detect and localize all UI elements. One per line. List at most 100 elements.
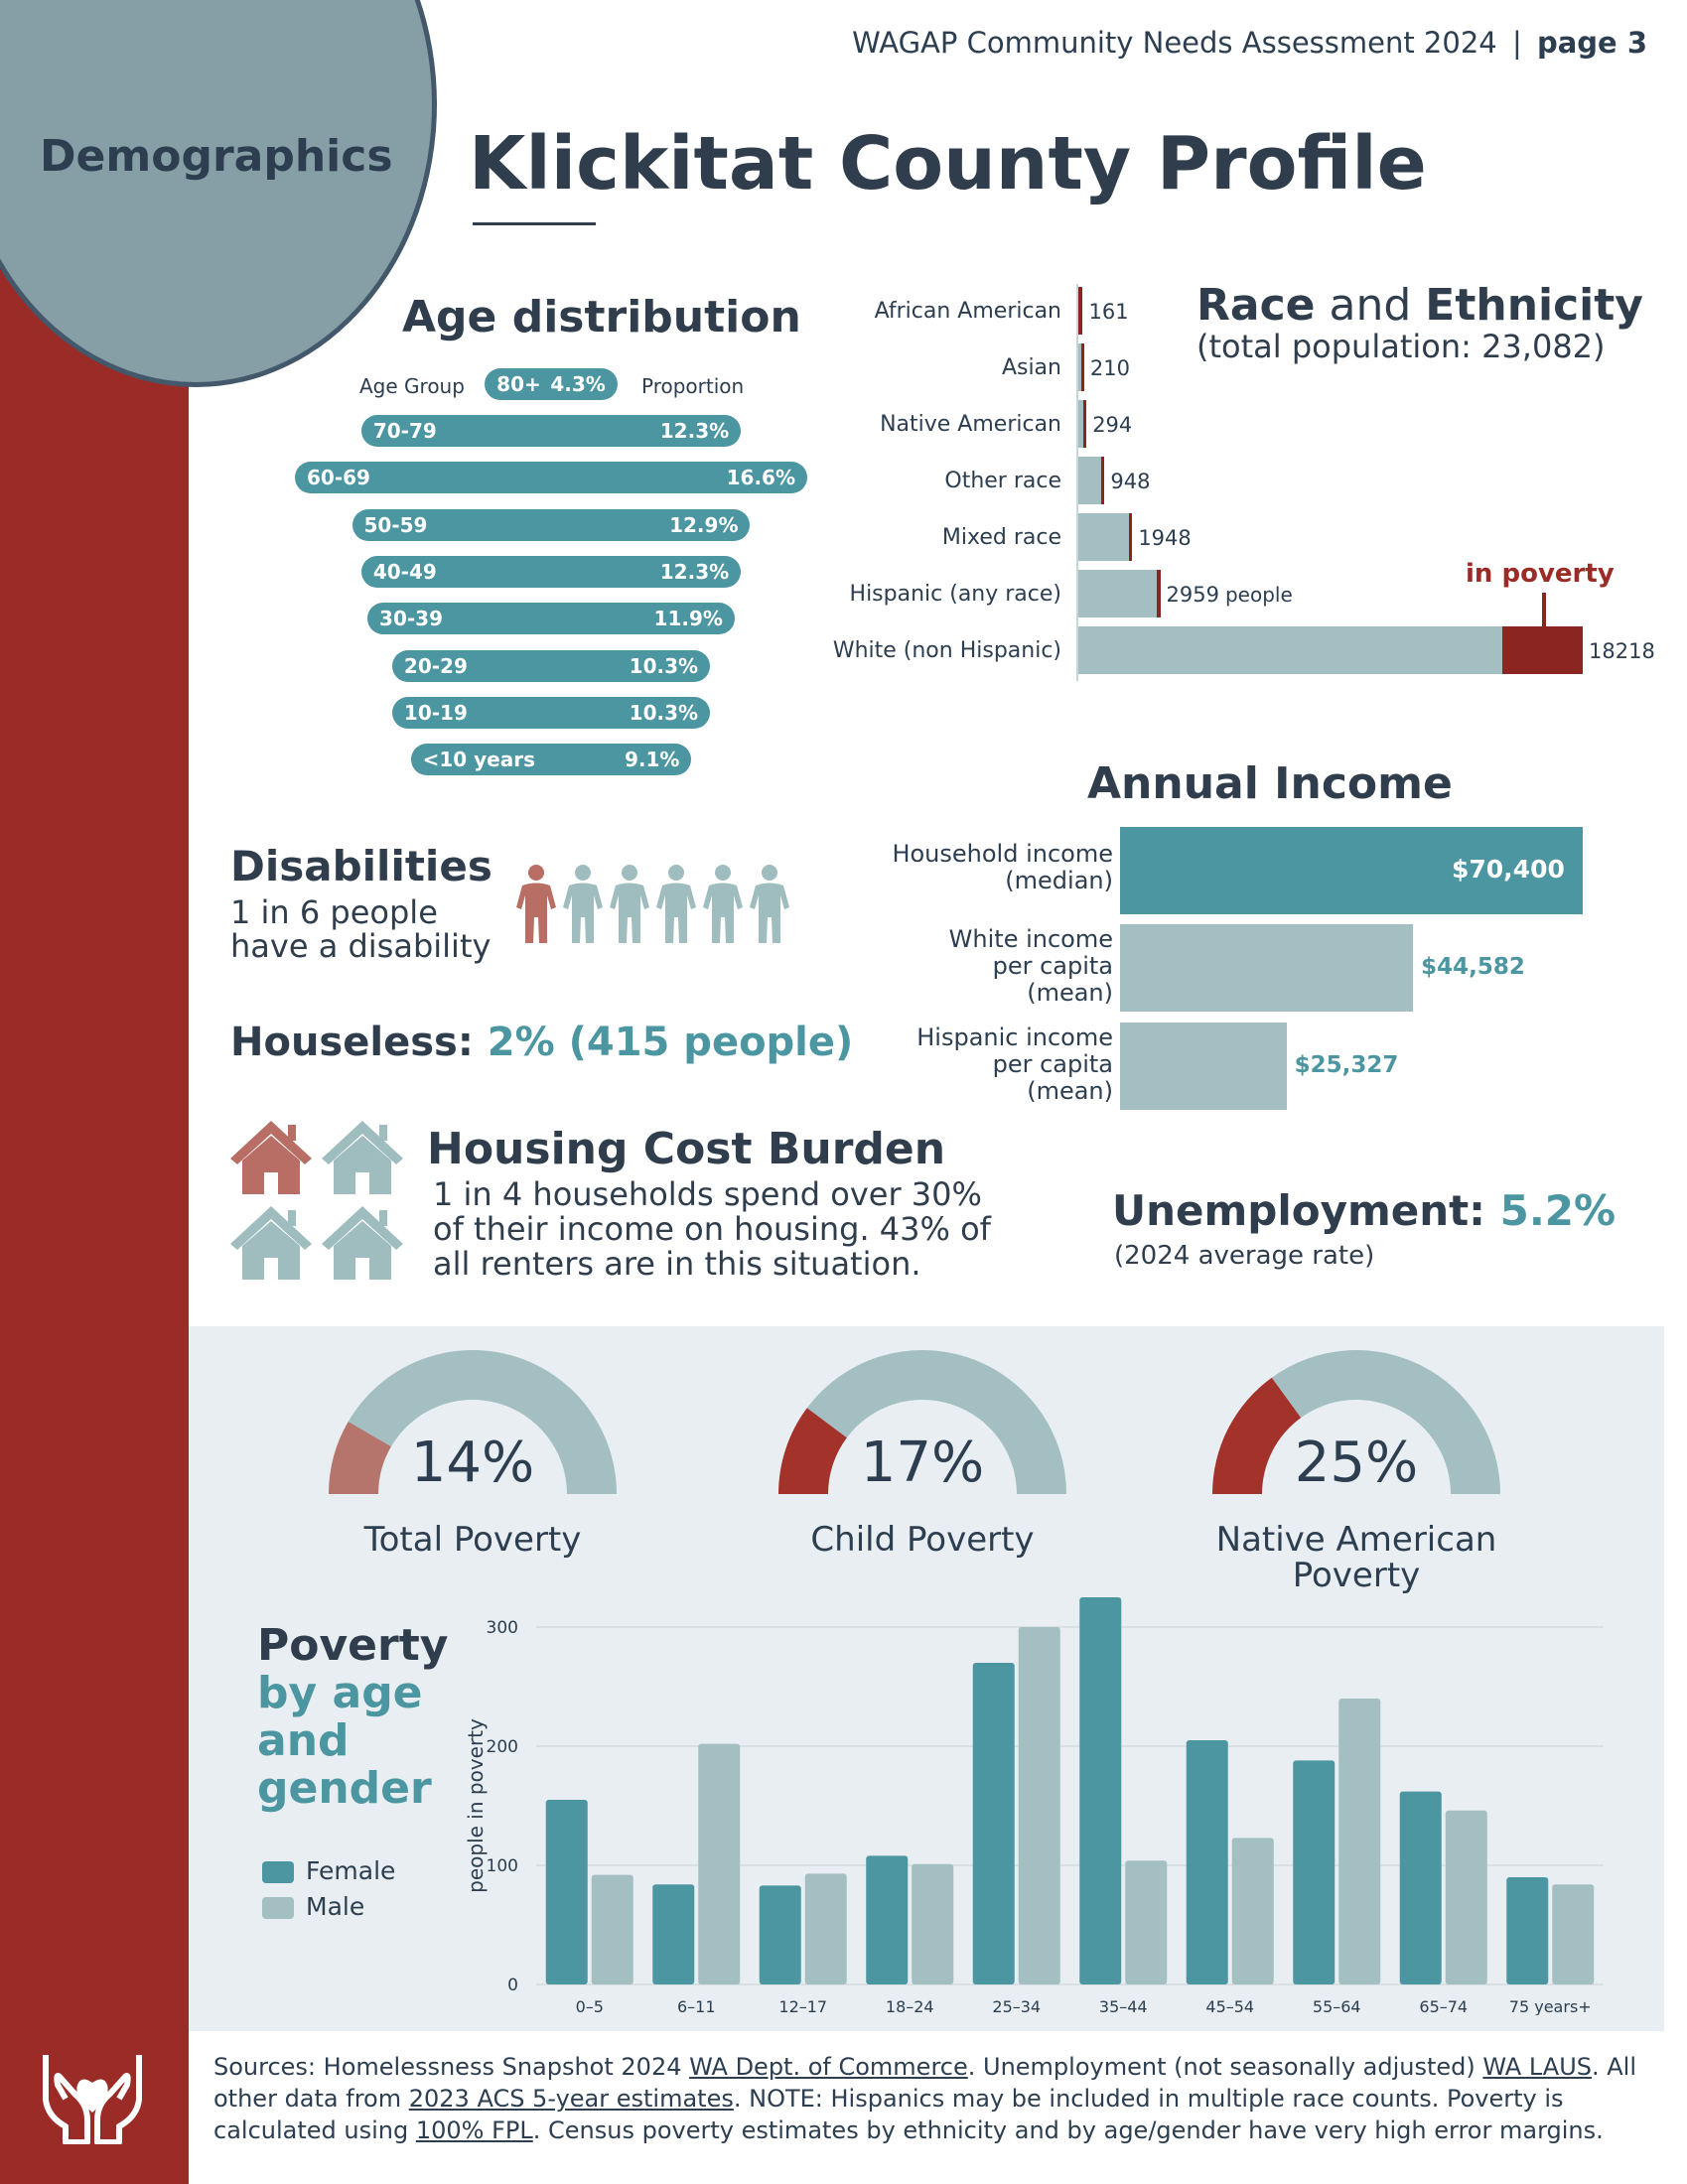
race-value: 210 bbox=[1090, 356, 1130, 380]
bar-female bbox=[1079, 1597, 1122, 1984]
in-poverty-label: in poverty bbox=[1466, 559, 1615, 589]
bar-male bbox=[804, 1873, 847, 1984]
sources-footnote: Sources: Homelessness Snapshot 2024 WA D… bbox=[213, 2051, 1643, 2146]
unemployment-stat: Unemployment: 5.2% bbox=[1112, 1186, 1616, 1235]
house-icon bbox=[320, 1117, 405, 1200]
y-tick-label: 200 bbox=[487, 1737, 518, 1757]
race-poverty-bar bbox=[1157, 570, 1161, 617]
age-group-label: 30-39 bbox=[379, 607, 444, 631]
race-label: Mixed race bbox=[941, 525, 1061, 550]
bar-female bbox=[1293, 1760, 1336, 1984]
age-pill: 60-69 16.6% bbox=[295, 462, 807, 494]
x-tick-label: 25–34 bbox=[992, 1997, 1041, 2015]
age-col-proportion: Proportion bbox=[641, 374, 745, 398]
income-label-line: (median) bbox=[1005, 867, 1113, 894]
bar-male bbox=[912, 1863, 954, 1984]
age-group-label: 50-59 bbox=[363, 512, 428, 537]
unemployment-label: Unemployment: bbox=[1112, 1186, 1485, 1235]
race-value-number: 294 bbox=[1092, 413, 1133, 437]
housing-text: 1 in 4 households spend over 30% of thei… bbox=[433, 1177, 991, 1282]
y-tick-label: 300 bbox=[487, 1618, 518, 1638]
bar-female bbox=[652, 1884, 695, 1984]
race-label: Native American bbox=[880, 412, 1061, 437]
income-label-line: (mean) bbox=[1027, 1077, 1113, 1105]
race-poverty-bar bbox=[1501, 626, 1583, 674]
house-icon bbox=[228, 1202, 314, 1286]
page-header: WAGAP Community Needs Assessment 2024 | … bbox=[852, 26, 1647, 60]
x-tick-label: 18–24 bbox=[886, 1997, 934, 2015]
gauge-track bbox=[806, 1350, 1066, 1494]
bar-male bbox=[591, 1874, 633, 1984]
race-value-number: 210 bbox=[1089, 356, 1130, 380]
age-group-pct: 12.9% bbox=[669, 512, 739, 537]
footnote-text-3: . All other data from bbox=[213, 2053, 1637, 2113]
age-heading: Age distribution bbox=[402, 292, 801, 342]
age-group-pct: 10.3% bbox=[629, 653, 699, 678]
houseless-stat: Houseless: 2% (415 people) bbox=[230, 1020, 853, 1065]
bar-male bbox=[1338, 1699, 1381, 1984]
x-tick-label: 45–54 bbox=[1205, 1997, 1254, 2015]
income-label-line: (mean) bbox=[1027, 979, 1113, 1007]
person-icon bbox=[654, 864, 698, 949]
x-tick-label: 12–17 bbox=[778, 1997, 827, 2015]
hands-heart-icon bbox=[43, 2055, 142, 2144]
income-heading: Annual Income bbox=[1087, 758, 1453, 809]
housing-line-3: all renters are in this situation. bbox=[433, 1245, 921, 1283]
race-bar bbox=[1078, 570, 1161, 617]
disabilities-text: 1 in 6 people have a disability bbox=[230, 895, 491, 963]
header-separator: | bbox=[1511, 26, 1522, 60]
disabilities-line-2: have a disability bbox=[230, 927, 492, 965]
in-poverty-pointer bbox=[1542, 593, 1546, 632]
age-group-label: <10 years bbox=[422, 748, 535, 772]
doc-title: WAGAP Community Needs Assessment 2024 bbox=[852, 26, 1497, 60]
bar-male bbox=[1445, 1810, 1487, 1984]
bar-female bbox=[759, 1885, 801, 1984]
age-group-pct: 11.9% bbox=[653, 607, 723, 631]
age-group-label: 80+ bbox=[496, 372, 541, 396]
gauge-fill bbox=[778, 1408, 847, 1494]
age-group-pct: 9.1% bbox=[624, 748, 680, 772]
bar-male bbox=[1231, 1838, 1274, 1984]
link-acs-estimates[interactable]: 2023 ACS 5-year estimates bbox=[408, 2085, 734, 2113]
race-axis-line bbox=[1076, 284, 1078, 681]
income-value: $44,582 bbox=[1421, 954, 1525, 980]
poverty-age-heading-4: gender bbox=[257, 1763, 432, 1814]
gauge-fill bbox=[1212, 1377, 1302, 1494]
house-icon bbox=[228, 1117, 314, 1200]
race-label: African American bbox=[874, 299, 1061, 324]
link-wa-laus[interactable]: WA LAUS bbox=[1482, 2053, 1592, 2081]
gauge-percent: 17% bbox=[860, 1431, 985, 1495]
race-heading-race: Race bbox=[1196, 280, 1316, 331]
link-fpl[interactable]: 100% FPL bbox=[415, 2116, 533, 2144]
link-wa-commerce[interactable]: WA Dept. of Commerce bbox=[689, 2053, 968, 2081]
bar-male bbox=[698, 1743, 741, 1984]
poverty-age-heading-2: by age bbox=[257, 1668, 423, 1718]
y-tick-label: 0 bbox=[507, 1976, 518, 1995]
age-group-pct: 12.3% bbox=[659, 559, 730, 584]
income-bar bbox=[1120, 827, 1583, 914]
housing-heading: Housing Cost Burden bbox=[427, 1124, 946, 1174]
race-poverty-bar bbox=[1078, 287, 1083, 335]
footnote-text-1: Sources: Homelessness Snapshot 2024 bbox=[213, 2053, 690, 2081]
income-label-line: per capita bbox=[992, 952, 1113, 980]
race-value-number: 161 bbox=[1088, 300, 1129, 324]
income-value: $70,400 bbox=[1452, 855, 1565, 884]
race-label: Hispanic (any race) bbox=[849, 582, 1061, 607]
gauge-label: Native American Poverty bbox=[1215, 1520, 1497, 1595]
age-group-pct: 10.3% bbox=[629, 700, 699, 725]
gauge-label: Total Poverty bbox=[363, 1520, 582, 1560]
section-label: Demographics bbox=[40, 131, 393, 182]
x-tick-label: 0–5 bbox=[576, 1997, 604, 2015]
race-heading-and: and bbox=[1329, 280, 1412, 331]
age-col-group: Age Group bbox=[359, 374, 465, 398]
race-value: 18218 bbox=[1589, 639, 1655, 663]
x-tick-label: 65–74 bbox=[1419, 1997, 1468, 2015]
houseless-label: Houseless: bbox=[230, 1020, 474, 1065]
race-label: White (non Hispanic) bbox=[832, 638, 1061, 663]
legend-female-swatch bbox=[262, 1861, 294, 1883]
race-poverty-bar bbox=[1129, 513, 1133, 561]
race-bar bbox=[1078, 626, 1583, 674]
unemployment-note: (2024 average rate) bbox=[1114, 1241, 1375, 1271]
gauge-track bbox=[348, 1350, 617, 1494]
houseless-value: 2% (415 people) bbox=[487, 1020, 854, 1065]
